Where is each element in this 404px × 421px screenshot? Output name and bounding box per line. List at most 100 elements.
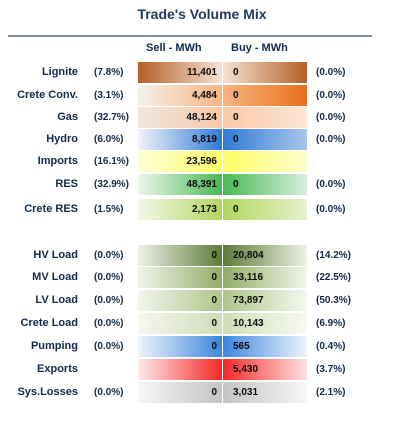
chart-title: Trade's Volume Mix [137,6,267,22]
buy-cell: 5,430 [223,359,307,380]
sell-cell: 0 [138,267,222,288]
table-row: Pumping (0.0%) 0 565 (0.4%) [0,336,404,357]
row-label: MV Load [32,271,78,283]
sell-cell: 0 [138,313,222,334]
sell-value: 0 [211,272,217,283]
sell-value: 23,596 [186,156,217,167]
row-label: Gas [57,111,78,123]
buy-value: 0 [233,90,239,101]
buy-percent: (0.4%) [316,341,346,352]
sell-percent: (0.0%) [94,250,124,261]
row-label: Pumping [30,340,78,352]
buy-value: 0 [233,67,239,78]
buy-value: 73,897 [233,295,264,306]
sell-cell: 0 [138,382,222,403]
row-label: Crete RES [24,203,78,215]
sell-cell: 48,124 [138,107,222,128]
buy-percent: (0.0%) [316,204,346,215]
buy-value: 0 [233,204,239,215]
buy-cell: 0 [223,107,307,128]
sell-value: 2,173 [191,204,217,215]
buy-value: 0 [233,179,239,190]
buy-value: 3,031 [233,387,259,398]
sell-value: 4,484 [191,90,217,101]
sell-percent: (6.0%) [94,134,124,145]
buy-value: 5,430 [233,364,259,375]
buy-cell: 0 [223,85,307,106]
sell-cell: 0 [138,245,222,266]
sell-percent: (16.1%) [94,156,130,167]
table-row: MV Load (0.0%) 0 33,116 (22.5%) [0,267,404,288]
row-label: RES [55,178,78,190]
table-row: Crete RES (1.5%) 2,173 0 (0.0%) [0,199,404,220]
row-label: Exports [37,363,78,375]
buy-percent: (0.0%) [316,112,346,123]
buy-value: 33,116 [233,272,264,283]
sell-percent: (32.7%) [94,112,130,123]
sell-cell: 23,596 [138,151,222,172]
row-label: LV Load [35,294,78,306]
buy-percent: (2.1%) [316,387,346,398]
table-row: Crete Conv. (3.1%) 4,484 0 (0.0%) [0,85,404,106]
sell-percent: (7.8%) [94,67,124,78]
sell-value: 0 [211,250,217,261]
sell-value: 8,819 [191,134,217,145]
buy-value: 0 [233,112,239,123]
buy-percent: (0.0%) [316,179,346,190]
row-label: Lignite [41,66,78,78]
buy-cell [223,151,307,172]
table-row: Crete Load (0.0%) 0 10,143 (6.9%) [0,313,404,334]
buy-percent: (6.9%) [316,318,346,329]
buy-value: 20,804 [233,250,264,261]
sell-percent: (0.0%) [94,341,124,352]
row-label: Crete Load [20,317,78,329]
sell-value: 48,124 [186,112,217,123]
row-label: Sys.Losses [17,386,78,398]
sell-value: 11,401 [186,67,217,78]
table-row: Imports (16.1%) 23,596 [0,151,404,172]
row-label: Crete Conv. [17,89,78,101]
buy-percent: (22.5%) [316,272,352,283]
sell-value: 0 [211,318,217,329]
sell-percent: (0.0%) [94,387,124,398]
buy-percent: (3.7%) [316,364,346,375]
sell-percent: (1.5%) [94,204,124,215]
buy-value: 0 [233,134,239,145]
buy-value: 10,143 [233,318,264,329]
sell-percent: (0.0%) [94,295,124,306]
table-row: HV Load (0.0%) 0 20,804 (14.2%) [0,245,404,266]
table-row: Gas (32.7%) 48,124 0 (0.0%) [0,107,404,128]
table-row: Hydro (6.0%) 8,819 0 (0.0%) [0,129,404,150]
buy-value: 565 [233,341,250,352]
sell-cell: 0 [138,336,222,357]
buy-cell: 565 [223,336,307,357]
sell-value: 48,391 [186,179,217,190]
buy-cell: 0 [223,199,307,220]
table-row: Exports 5,430 (3.7%) [0,359,404,380]
buy-percent: (0.0%) [316,90,346,101]
buy-percent: (14.2%) [316,250,352,261]
buy-percent: (50.3%) [316,295,352,306]
buy-cell: 0 [223,62,307,83]
sell-cell: 0 [138,290,222,311]
table-row: Sys.Losses (0.0%) 0 3,031 (2.1%) [0,382,404,403]
sell-percent: (3.1%) [94,90,124,101]
row-label: HV Load [33,249,78,261]
table-row: Lignite (7.8%) 11,401 0 (0.0%) [0,62,404,83]
sell-percent: (0.0%) [94,272,124,283]
buy-percent: (0.0%) [316,67,346,78]
buy-cell: 0 [223,174,307,195]
row-label: Hydro [46,133,78,145]
sell-value: 0 [211,295,217,306]
buy-percent: (0.0%) [316,134,346,145]
table-row: RES (32.9%) 48,391 0 (0.0%) [0,174,404,195]
row-label: Imports [37,155,78,167]
sell-cell: 48,391 [138,174,222,195]
sell-percent: (0.0%) [94,318,124,329]
sell-cell: 2,173 [138,199,222,220]
buy-cell: 33,116 [223,267,307,288]
buy-cell: 3,031 [223,382,307,403]
sell-cell: 4,484 [138,85,222,106]
buy-cell: 20,804 [223,245,307,266]
sell-header: Sell - MWh [146,42,202,54]
